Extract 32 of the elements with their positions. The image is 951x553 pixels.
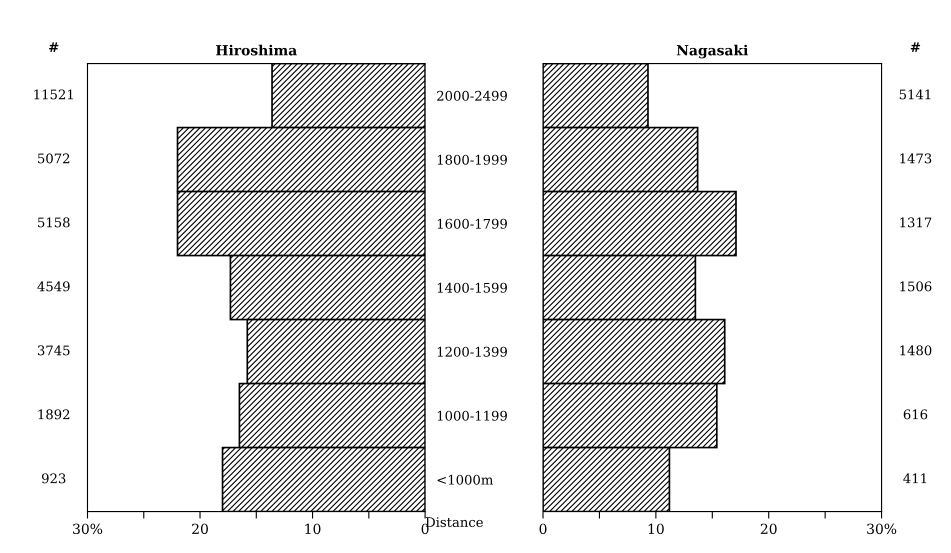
- text: 1317: [900, 217, 932, 228]
- chart-title: Nagasaki: [676, 44, 748, 58]
- text: 1480: [900, 345, 932, 356]
- text: 4549: [37, 281, 70, 292]
- text: 1506: [900, 281, 932, 292]
- text: #: [910, 42, 920, 52]
- text: 1473: [900, 153, 932, 164]
- y-tick-label: 1800-1999: [438, 154, 507, 165]
- x-tick-label: 20: [760, 524, 777, 534]
- text: 1892: [38, 409, 70, 420]
- text: 11521: [34, 89, 73, 100]
- x-tick-label: 30%: [867, 524, 896, 534]
- text: 616: [904, 409, 928, 420]
- y-tick-label: 1600-1799: [438, 218, 507, 229]
- text: 5141: [900, 89, 930, 100]
- y-tick-label: 2000-2499: [437, 90, 507, 101]
- x-tick-label: 0: [540, 524, 547, 534]
- y-tick-label: 1400-1599: [438, 282, 507, 293]
- chart-title: Hiroshima: [216, 44, 297, 56]
- text: 5072: [38, 153, 70, 164]
- x-tick-label: 10: [305, 524, 320, 534]
- y-tick-label: 1200-1399: [438, 346, 507, 357]
- text: 923: [42, 473, 66, 484]
- x-tick-label: 10: [648, 524, 664, 534]
- y-tick-label: 1000-1199: [438, 410, 507, 421]
- text: #: [49, 42, 58, 52]
- x-tick-label: 20: [192, 524, 208, 534]
- text: 3745: [38, 345, 70, 356]
- text: 5158: [38, 217, 70, 228]
- x-tick-label: 30%: [73, 524, 102, 534]
- text: 411: [903, 473, 926, 484]
- y-tick-label: <1000m: [438, 474, 493, 485]
